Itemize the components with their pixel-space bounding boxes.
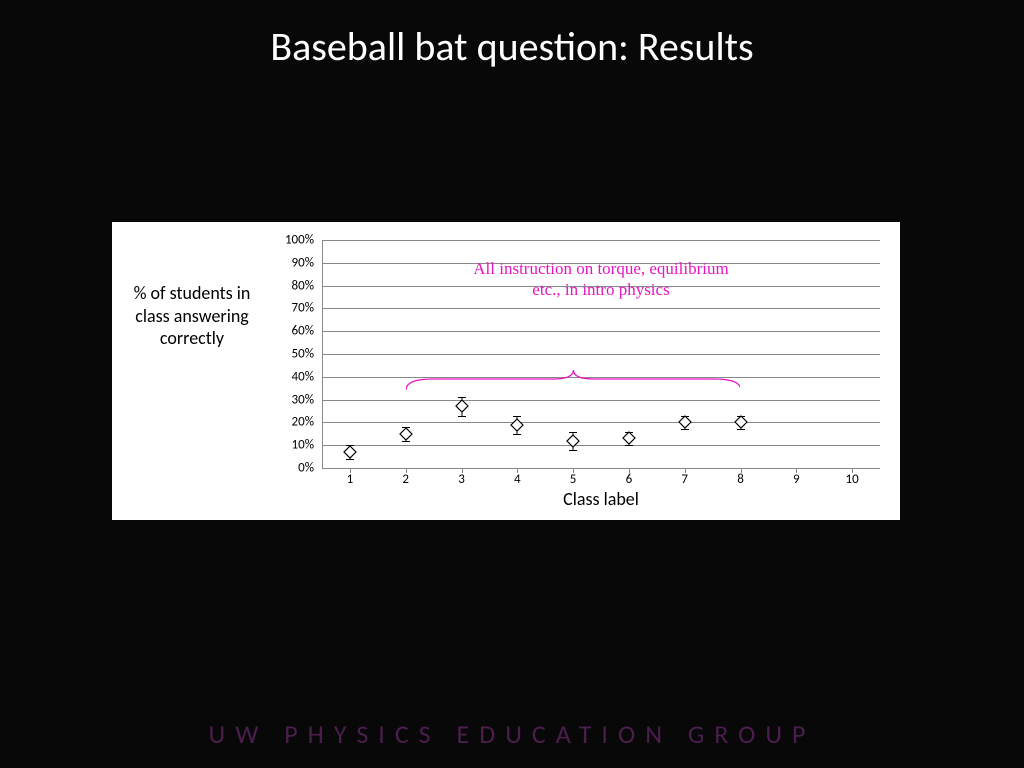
diamond-marker-icon xyxy=(733,414,749,430)
error-cap xyxy=(513,434,521,435)
gridline xyxy=(322,445,880,446)
error-cap xyxy=(458,416,466,417)
xtick-label: 7 xyxy=(675,472,695,487)
ytick-label: 70% xyxy=(264,301,314,316)
xtick-label: 1 xyxy=(340,472,360,487)
ytick-label: 50% xyxy=(264,347,314,362)
xtick-label: 5 xyxy=(563,472,583,487)
ytick-label: 20% xyxy=(264,415,314,430)
diamond-marker-icon xyxy=(621,430,637,446)
chart-panel: % of students in class answering correct… xyxy=(112,222,900,520)
diamond-marker-icon xyxy=(509,417,525,433)
xtick-label: 2 xyxy=(396,472,416,487)
diamond-marker-icon xyxy=(454,398,470,414)
xtick-label: 3 xyxy=(452,472,472,487)
ytick-label: 80% xyxy=(264,278,314,293)
diamond-marker-icon xyxy=(565,433,581,449)
gridline xyxy=(322,308,880,309)
xtick-label: 8 xyxy=(731,472,751,487)
slide-title: Baseball bat question: Results xyxy=(0,22,1024,71)
error-cap xyxy=(569,450,577,451)
ytick-label: 0% xyxy=(264,461,314,476)
gridline xyxy=(322,400,880,401)
x-axis-label: Class label xyxy=(322,488,880,510)
xtick-label: 6 xyxy=(619,472,639,487)
xtick-label: 9 xyxy=(786,472,806,487)
ytick-label: 30% xyxy=(264,392,314,407)
ytick-label: 90% xyxy=(264,255,314,270)
gridline xyxy=(322,422,880,423)
diamond-marker-icon xyxy=(398,426,414,442)
plot-area: 0%10%20%30%40%50%60%70%80%90%100%1234567… xyxy=(322,240,880,468)
xtick-label: 10 xyxy=(842,472,862,487)
footer-text: UW PHYSICS EDUCATION GROUP xyxy=(0,718,1024,750)
brace-icon xyxy=(406,370,741,394)
annotation-text: All instruction on torque, equilibrium e… xyxy=(462,258,741,301)
diamond-marker-icon xyxy=(342,444,358,460)
ytick-label: 40% xyxy=(264,369,314,384)
gridline xyxy=(322,354,880,355)
xtick-label: 4 xyxy=(507,472,527,487)
ytick-label: 10% xyxy=(264,438,314,453)
gridline xyxy=(322,240,880,241)
ytick-label: 100% xyxy=(264,233,314,248)
gridline xyxy=(322,331,880,332)
diamond-marker-icon xyxy=(677,414,693,430)
ytick-label: 60% xyxy=(264,324,314,339)
y-axis-label: % of students in class answering correct… xyxy=(122,282,262,350)
